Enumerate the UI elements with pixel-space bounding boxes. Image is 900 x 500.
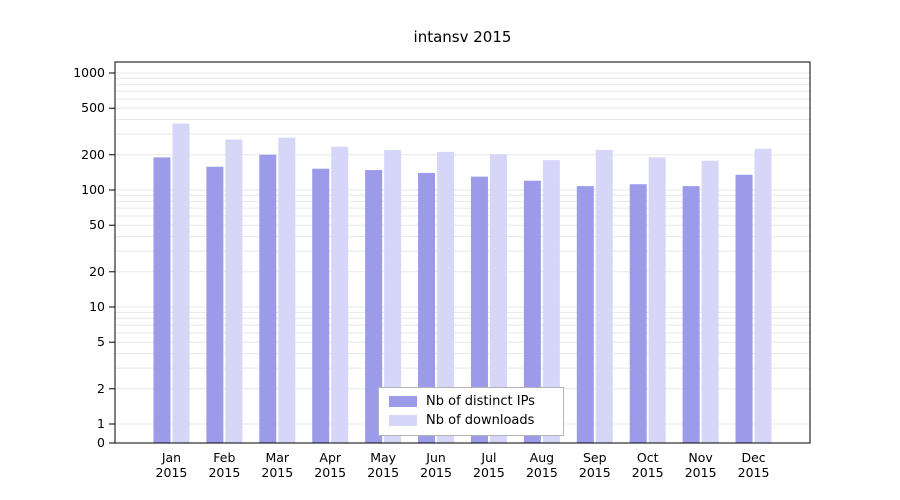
y-tick-label: 50 <box>89 217 105 232</box>
bar-may-distinct-ips <box>365 170 383 443</box>
x-tick-label-month: Aug <box>530 450 554 465</box>
bar-may-downloads <box>384 149 402 444</box>
y-tick-label: 20 <box>89 264 105 279</box>
x-tick-label-month: Dec <box>741 450 765 465</box>
y-tick-label: 200 <box>81 147 105 162</box>
chart-title: intansv 2015 <box>413 28 512 46</box>
x-tick-label-month: Jul <box>480 450 496 465</box>
x-tick-label-month: Mar <box>265 450 289 465</box>
bar-jan-downloads <box>172 123 190 444</box>
plot-frame <box>114 61 811 444</box>
x-tick-label-year: 2015 <box>473 465 505 480</box>
y-tick-label: 500 <box>81 100 105 115</box>
bar-apr-downloads <box>331 146 349 443</box>
bar-sep-distinct-ips <box>576 186 594 443</box>
bar-oct-downloads <box>648 157 666 443</box>
x-tick-label-month: May <box>370 450 396 465</box>
bar-sep-downloads <box>595 149 613 444</box>
x-tick-label-year: 2015 <box>632 465 664 480</box>
y-tick-label: 0 <box>97 435 105 450</box>
x-tick-label-year: 2015 <box>314 465 346 480</box>
bar-jun-distinct-ips <box>418 172 436 443</box>
y-tick-label: 5 <box>97 334 105 349</box>
bar-feb-downloads <box>225 139 243 443</box>
y-tick-label: 100 <box>81 182 105 197</box>
x-tick-label-month: Jun <box>425 450 446 465</box>
x-tick-label-year: 2015 <box>261 465 293 480</box>
bar-jan-distinct-ips <box>153 157 171 443</box>
bar-mar-distinct-ips <box>259 154 277 444</box>
x-tick-label-month: Nov <box>688 450 713 465</box>
bar-oct-distinct-ips <box>629 184 647 443</box>
bar-dec-downloads <box>754 148 772 443</box>
bar-dec-distinct-ips <box>735 174 753 443</box>
x-tick-label-month: Feb <box>213 450 235 465</box>
x-tick-label-month: Apr <box>319 450 341 465</box>
y-tick-label: 1 <box>97 416 105 431</box>
bar-jul-distinct-ips <box>470 176 488 443</box>
x-tick-label-month: Oct <box>637 450 659 465</box>
x-tick-label-year: 2015 <box>367 465 399 480</box>
bar-aug-distinct-ips <box>523 180 541 444</box>
x-tick-label-month: Sep <box>583 450 607 465</box>
x-tick-label-year: 2015 <box>685 465 717 480</box>
y-tick-label: 2 <box>97 381 105 396</box>
legend-item-distinct-ips: Nb of distinct IPs <box>389 394 553 409</box>
bar-apr-distinct-ips <box>312 168 330 443</box>
legend-swatch-distinct-ips <box>389 396 417 407</box>
legend-label-distinct-ips: Nb of distinct IPs <box>426 394 535 409</box>
legend-item-downloads: Nb of downloads <box>389 413 553 428</box>
x-tick-label-year: 2015 <box>420 465 452 480</box>
bar-mar-downloads <box>278 137 296 444</box>
x-tick-label-year: 2015 <box>526 465 558 480</box>
bar-jul-downloads <box>489 154 507 443</box>
x-tick-label-month: Jan <box>161 450 181 465</box>
x-tick-label-year: 2015 <box>156 465 188 480</box>
x-tick-label-year: 2015 <box>579 465 611 480</box>
bar-jun-downloads <box>437 151 455 443</box>
bar-aug-downloads <box>542 160 560 443</box>
y-tick-label: 1000 <box>73 65 105 80</box>
legend-swatch-downloads <box>389 415 417 426</box>
y-tick-label: 10 <box>89 299 105 314</box>
bar-nov-downloads <box>701 160 719 443</box>
legend: Nb of distinct IPs Nb of downloads <box>378 387 564 436</box>
bar-nov-distinct-ips <box>682 186 700 443</box>
bar-feb-distinct-ips <box>206 166 224 443</box>
legend-label-downloads: Nb of downloads <box>426 413 535 428</box>
x-tick-label-year: 2015 <box>738 465 770 480</box>
x-tick-label-year: 2015 <box>208 465 240 480</box>
